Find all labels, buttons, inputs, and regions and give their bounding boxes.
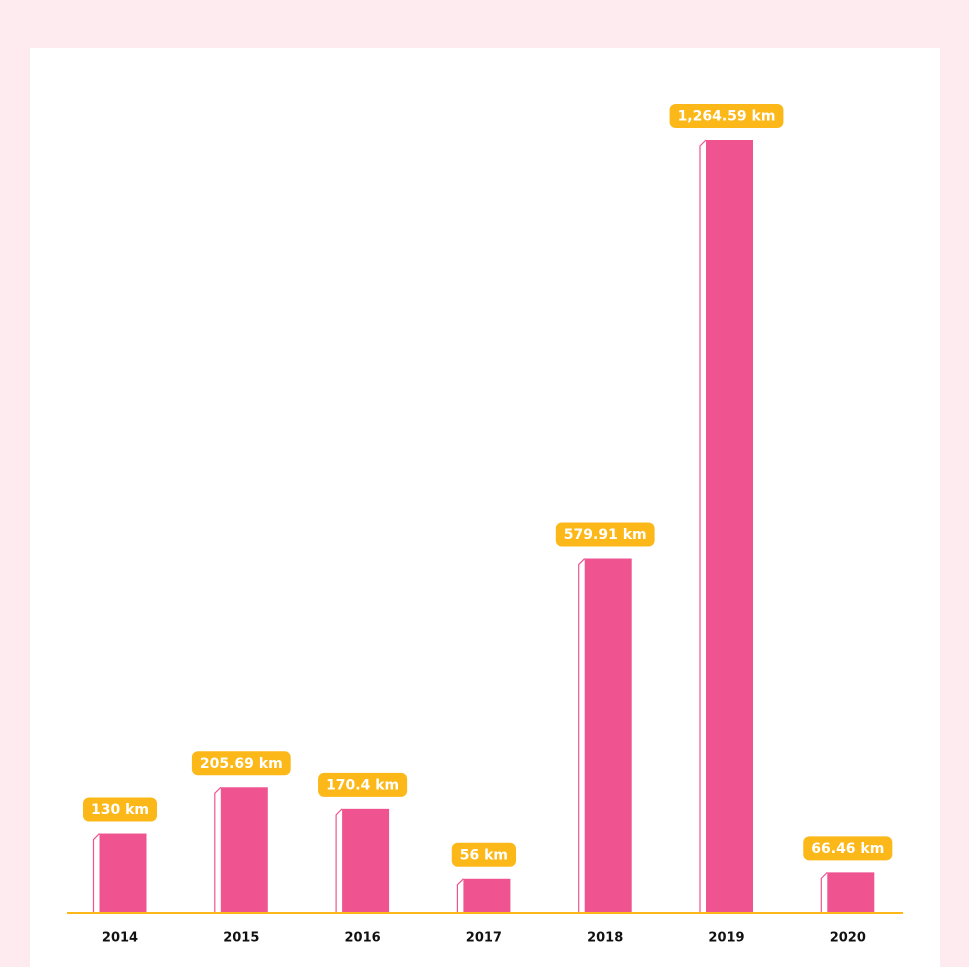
- bar: [827, 872, 875, 913]
- bar: [584, 558, 632, 913]
- x-tick-label: 2018: [587, 931, 623, 946]
- bar-side: [335, 808, 343, 914]
- x-tick-label: 2016: [345, 931, 381, 946]
- bar-side: [214, 786, 222, 914]
- bar-side: [456, 878, 464, 914]
- bar-side: [820, 871, 828, 914]
- value-label-box: [803, 836, 893, 861]
- value-label-box: [451, 842, 517, 867]
- value-label-box: [318, 772, 408, 797]
- value-label-box: [83, 797, 157, 822]
- value-label: 1,264.59 km: [678, 109, 776, 125]
- bar: [706, 140, 753, 913]
- x-tick-label: 2014: [102, 931, 138, 946]
- panel: [30, 48, 940, 967]
- bar: [463, 878, 511, 913]
- bar: [220, 787, 268, 913]
- value-label-box: [191, 751, 291, 776]
- value-label: 170.4 km: [326, 777, 399, 793]
- bar: [99, 833, 147, 913]
- x-tick-label: 2015: [223, 931, 259, 946]
- bar-side: [578, 558, 586, 914]
- bar-side: [92, 833, 100, 914]
- value-label-box: [669, 104, 784, 128]
- bar-side: [699, 139, 707, 914]
- value-label: 66.46 km: [811, 841, 884, 857]
- value-label: 130 km: [91, 802, 149, 818]
- value-label: 205.69 km: [200, 756, 283, 772]
- x-tick-label: 2017: [466, 931, 502, 946]
- value-label: 579.91 km: [564, 527, 647, 543]
- value-label: 56 km: [460, 847, 508, 863]
- bar: [342, 808, 390, 913]
- x-tick-label: 2019: [708, 931, 744, 946]
- x-tick-label: 2020: [830, 931, 866, 946]
- value-label-box: [555, 522, 655, 547]
